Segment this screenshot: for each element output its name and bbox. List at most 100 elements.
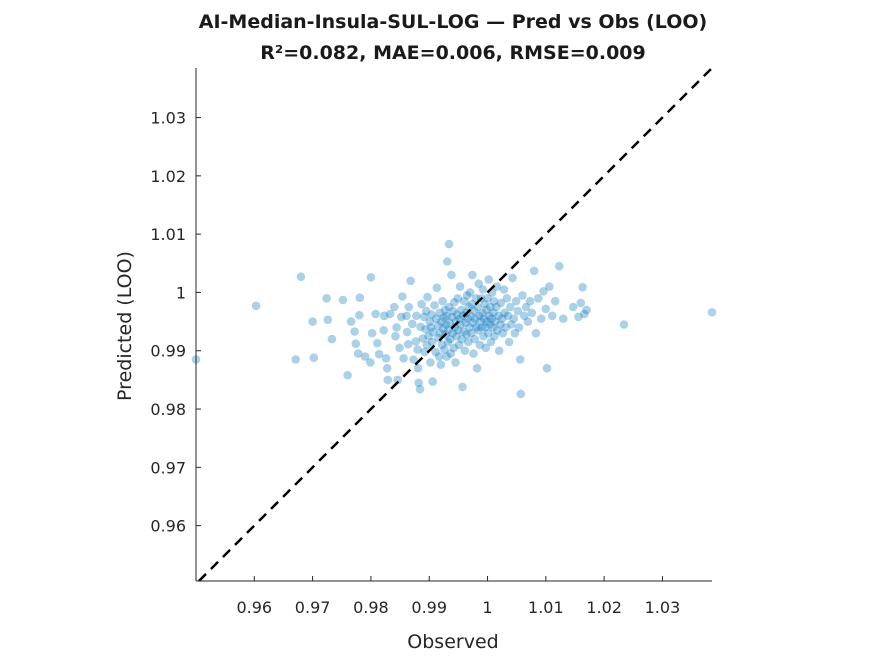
- data-point-61: [425, 317, 435, 326]
- data-point-187: [504, 337, 514, 347]
- data-point-20: [366, 273, 376, 282]
- data-point-2: [291, 355, 301, 364]
- data-point-173: [492, 302, 501, 312]
- data-point-82: [439, 313, 449, 322]
- data-point-130: [466, 311, 475, 321]
- data-point-124: [462, 291, 472, 300]
- y-tick-label: 0.97: [150, 458, 186, 477]
- y-tick-label: 0.99: [150, 342, 186, 361]
- data-point-129: [465, 288, 475, 297]
- data-point-36: [398, 292, 407, 301]
- data-point-219: [578, 282, 587, 292]
- data-point-19: [367, 328, 377, 338]
- data-point-90: [443, 337, 453, 347]
- data-point-192: [510, 328, 520, 338]
- data-point-207: [536, 314, 546, 324]
- data-point-74: [434, 352, 444, 361]
- data-point-63: [426, 323, 436, 332]
- data-point-60: [424, 331, 433, 341]
- data-point-223: [707, 308, 717, 317]
- data-point-105: [451, 317, 461, 326]
- data-point-32: [392, 323, 401, 332]
- data-point-7: [323, 315, 333, 325]
- data-point-211: [545, 282, 554, 291]
- x-tick-label: 1.02: [586, 598, 622, 617]
- data-point-160: [483, 328, 493, 338]
- data-point-43: [408, 319, 417, 329]
- data-point-172: [490, 317, 500, 326]
- data-point-164: [486, 302, 495, 312]
- data-point-115: [457, 334, 467, 344]
- data-point-188: [506, 302, 515, 312]
- plot-area: 0.96 0.97 0.98 0.99 1 1.01 1.02 1.03 0.960.970.…: [150, 67, 717, 617]
- data-point-9: [338, 295, 348, 305]
- data-point-26: [382, 363, 392, 373]
- y-axis-label: Predicted (LOO): [114, 251, 136, 401]
- data-point-214: [554, 261, 564, 271]
- data-point-35: [396, 312, 406, 322]
- data-point-76: [436, 328, 445, 338]
- data-point-41: [404, 302, 414, 312]
- data-point-1: [251, 301, 261, 311]
- data-point-158: [482, 317, 492, 326]
- data-point-96: [446, 349, 456, 358]
- data-point-121: [461, 318, 470, 328]
- data-point-199: [520, 311, 529, 321]
- data-point-59: [423, 292, 432, 302]
- data-point-16: [355, 293, 365, 303]
- data-point-180: [497, 314, 507, 324]
- data-point-55: [420, 347, 429, 357]
- data-point-182: [499, 285, 509, 294]
- data-point-123: [462, 330, 471, 339]
- data-point-201: [523, 317, 533, 326]
- x-tick-label: 1.03: [645, 598, 681, 617]
- data-point-193: [511, 296, 521, 306]
- data-point-37: [399, 354, 408, 363]
- data-point-8: [327, 334, 337, 344]
- data-point-127: [464, 302, 474, 312]
- data-point-210: [542, 363, 552, 373]
- data-point-202: [525, 296, 535, 306]
- data-point-27: [383, 375, 393, 385]
- data-point-140: [472, 323, 481, 332]
- data-point-22: [373, 338, 382, 348]
- data-point-17: [360, 352, 370, 361]
- data-point-119: [459, 296, 469, 306]
- data-point-42: [406, 276, 415, 286]
- data-point-176: [494, 311, 503, 321]
- data-point-25: [380, 311, 389, 321]
- data-point-184: [501, 323, 510, 332]
- chart-subtitle: R²=0.082, MAE=0.006, RMSE=0.009: [260, 42, 645, 64]
- data-point-65: [427, 337, 437, 347]
- data-point-146: [475, 340, 485, 350]
- data-point-159: [483, 294, 492, 303]
- x-tick-label: 1: [482, 598, 492, 617]
- data-point-54: [419, 312, 429, 322]
- data-point-120: [460, 346, 470, 356]
- data-point-191: [509, 314, 519, 324]
- x-axis-ticks: 0.96 0.97 0.98 0.99 1 1.01 1.02 1.03: [236, 576, 680, 617]
- data-point-99: [448, 328, 457, 338]
- x-tick-label: 0.96: [236, 598, 272, 617]
- data-point-14: [353, 349, 363, 358]
- data-point-152: [479, 331, 488, 341]
- data-point-204: [529, 266, 539, 276]
- y-tick-label: 1.02: [150, 167, 186, 186]
- data-point-221: [582, 305, 591, 315]
- data-point-103: [450, 323, 460, 332]
- data-point-218: [576, 298, 586, 308]
- data-point-144: [474, 279, 484, 289]
- points-layer: [191, 239, 717, 399]
- data-point-116: [458, 382, 467, 392]
- x-tick-label: 1.01: [528, 598, 564, 617]
- data-point-157: [482, 305, 491, 315]
- data-point-39: [402, 327, 412, 337]
- data-point-30: [389, 302, 399, 312]
- data-point-81: [438, 324, 448, 333]
- data-point-145: [475, 311, 484, 321]
- y-tick-label: 1.03: [150, 109, 186, 128]
- data-point-18: [366, 358, 375, 367]
- data-point-68: [430, 301, 439, 310]
- data-point-110: [454, 340, 464, 350]
- data-point-185: [502, 294, 512, 303]
